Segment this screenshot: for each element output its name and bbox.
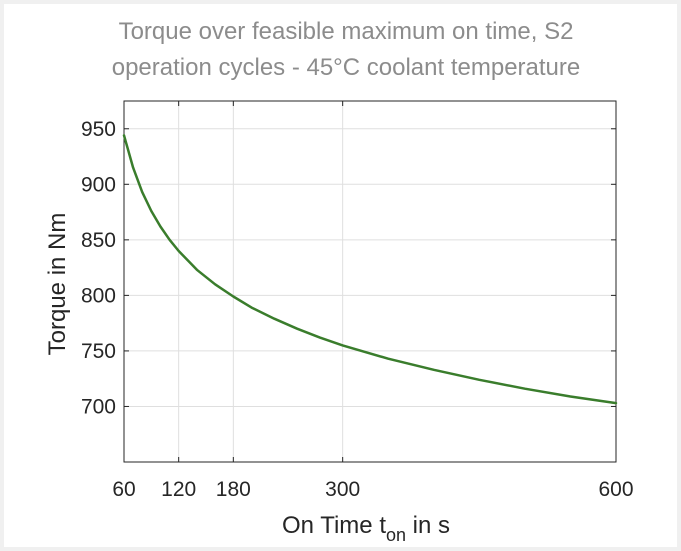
- x-tick-label: 600: [598, 478, 633, 501]
- grid: [123, 101, 617, 462]
- y-tick-label: 700: [81, 395, 116, 418]
- figure-window: Torque over feasible maximum on time, S2…: [4, 4, 677, 547]
- y-tick-label: 850: [81, 229, 116, 252]
- y-tick-label: 950: [81, 118, 116, 141]
- chart-title-line-1: Torque over feasible maximum on time, S2: [119, 18, 574, 45]
- y-axis-label: Torque in Nm: [44, 213, 71, 356]
- axes-frame: [123, 100, 617, 463]
- axes-box: [123, 100, 617, 463]
- y-tick-label: 900: [81, 173, 116, 196]
- x-axis-label-suffix: in s: [406, 512, 450, 539]
- line-chart: Torque over feasible maximum on time, S2…: [44, 18, 634, 545]
- plot-area: [122, 134, 618, 405]
- x-tick-label: 180: [216, 478, 251, 501]
- x-axis-label-subscript: on: [386, 525, 406, 545]
- torque-series-line: [122, 134, 618, 405]
- y-tick-label: 750: [81, 340, 116, 363]
- x-axis-label: On Time ton in s: [282, 512, 450, 545]
- x-tick-label: 60: [112, 478, 135, 501]
- y-tick-label: 800: [81, 284, 116, 307]
- y-tick-labels: 700 750 800 850 900 950: [81, 118, 116, 419]
- chart-title-line-2: operation cycles - 45°C coolant temperat…: [112, 54, 581, 81]
- x-axis-label-prefix: On Time t: [282, 512, 386, 539]
- x-tick-labels: 60 120 180 300 600: [112, 478, 633, 501]
- x-tick-label: 300: [325, 478, 360, 501]
- chart-title: Torque over feasible maximum on time, S2…: [112, 18, 581, 81]
- x-tick-label: 120: [161, 478, 196, 501]
